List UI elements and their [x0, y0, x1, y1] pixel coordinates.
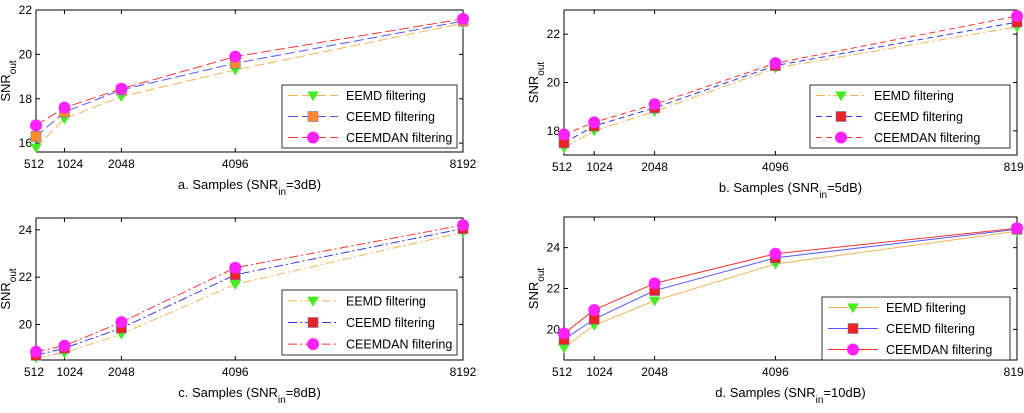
y-tick-label: 24 — [547, 241, 561, 255]
data-point — [58, 339, 71, 352]
legend-label: CEEMDAN filtering — [886, 343, 992, 357]
legend-marker — [847, 303, 859, 314]
y-tick-label: 22 — [19, 3, 33, 17]
chart-panel-c: 512 1024 2048 4096 8192 20 22 24 EEMD filtering C… — [0, 217, 477, 406]
chart-panel-b: 512 1024 2048 4096 8192 18 20 22 EEMD filtering C… — [526, 9, 1024, 201]
y-tick-label: 16 — [19, 136, 33, 150]
y-tick-label: 22 — [547, 27, 561, 41]
data-point — [30, 143, 42, 154]
y-tick-label: 18 — [19, 92, 33, 106]
legend-marker — [307, 91, 319, 102]
legend-marker — [835, 111, 847, 122]
legend-marker — [307, 338, 319, 351]
y-axis-label: SNRout — [526, 268, 547, 310]
legend-label: CEEMDAN filtering — [346, 131, 452, 145]
legend-label: CEEMDAN filtering — [346, 338, 452, 352]
legend-label: EEMD filtering — [346, 89, 426, 103]
y-tick-label: 24 — [19, 223, 33, 237]
data-point — [588, 116, 601, 129]
chart-panel-d: 512 1024 2048 4096 8192 20 22 24 EEMD filtering C… — [526, 216, 1024, 406]
data-point — [115, 82, 128, 95]
legend-marker — [307, 296, 319, 307]
series-line-2 — [563, 21, 1018, 144]
data-point — [229, 50, 242, 63]
x-axis-label: d. Samples (SNRin=10dB) — [715, 385, 866, 406]
x-tick-label: 1024 — [56, 365, 83, 379]
x-axis-label: c. Samples (SNRin=8dB) — [178, 385, 321, 406]
x-tick-label: 1024 — [586, 160, 613, 174]
x-tick-label: 1024 — [586, 365, 613, 379]
data-point — [558, 128, 570, 141]
x-tick-label: 2048 — [108, 157, 135, 171]
legend-label: CEEMD filtering — [346, 110, 435, 124]
legend-label: CEEMD filtering — [886, 322, 975, 336]
data-point — [457, 12, 469, 25]
data-point — [58, 101, 71, 114]
x-tick-label: 4096 — [762, 160, 789, 174]
y-tick-label: 20 — [547, 76, 561, 90]
legend-marker — [847, 323, 859, 334]
data-point — [769, 247, 782, 260]
data-point — [30, 345, 42, 358]
y-axis-label: SNRout — [0, 60, 19, 102]
data-point — [229, 261, 242, 274]
legend-marker — [835, 91, 847, 102]
legend-marker — [847, 343, 859, 356]
x-tick-label: 2048 — [641, 365, 668, 379]
x-tick-label: 2048 — [108, 365, 135, 379]
legend-marker — [307, 111, 319, 122]
x-tick-label: 8192 — [450, 365, 477, 379]
legend-label: CEEMDAN filtering — [874, 131, 980, 145]
x-tick-label: 4096 — [762, 365, 789, 379]
y-tick-label: 18 — [547, 124, 561, 138]
x-tick-label: 2048 — [641, 160, 668, 174]
data-point — [115, 316, 128, 329]
data-point — [769, 57, 782, 70]
y-tick-label: 20 — [19, 318, 33, 332]
y-tick-label: 20 — [19, 47, 33, 61]
data-point — [648, 98, 661, 111]
legend-marker — [835, 131, 847, 144]
data-point — [1011, 222, 1023, 235]
data-point — [588, 303, 601, 316]
data-point — [30, 131, 42, 142]
x-axis-label: a. Samples (SNRin=3dB) — [178, 177, 321, 198]
x-tick-label: 8192 — [450, 157, 477, 171]
data-point — [558, 327, 570, 340]
legend-marker — [307, 317, 319, 328]
legend-label: EEMD filtering — [346, 294, 426, 308]
data-point — [648, 277, 661, 290]
y-tick-label: 20 — [547, 322, 561, 336]
data-point — [229, 280, 242, 290]
y-tick-label: 22 — [547, 282, 561, 296]
legend: EEMD filtering CEEMD filtering CEEMDAN fil… — [821, 296, 1011, 361]
data-point — [1011, 10, 1023, 23]
chart-panel-a: 512 1024 2048 4096 8192 16 18 20 22 EEMD filterin… — [0, 3, 477, 198]
x-tick-label: 512 — [552, 160, 572, 174]
data-point — [648, 296, 661, 307]
x-tick-label: 512 — [24, 157, 44, 171]
legend: EEMD filtering CEEMD filtering CEEMDAN fil… — [281, 84, 458, 149]
legend: EEMD filtering CEEMD filtering CEEMDAN fil… — [281, 289, 458, 356]
data-point — [457, 219, 469, 232]
x-tick-label: 1024 — [56, 157, 83, 171]
x-tick-label: 512 — [24, 365, 44, 379]
legend-marker — [307, 131, 319, 144]
x-tick-label: 512 — [552, 365, 572, 379]
x-tick-label: 8192 — [1004, 160, 1024, 174]
x-tick-label: 4096 — [222, 157, 249, 171]
x-tick-label: 8192 — [1004, 365, 1024, 379]
legend-label: CEEMD filtering — [346, 316, 435, 330]
data-point — [30, 119, 42, 132]
x-tick-label: 4096 — [222, 365, 249, 379]
y-tick-label: 22 — [19, 270, 33, 284]
legend-label: EEMD filtering — [886, 301, 966, 315]
x-axis-label: b. Samples (SNRin=5dB) — [719, 180, 862, 201]
legend-label: CEEMD filtering — [874, 110, 963, 124]
legend: EEMD filtering CEEMD filtering CEEMDAN fil… — [809, 84, 1011, 149]
y-axis-label: SNRout — [0, 268, 19, 310]
legend-label: EEMD filtering — [874, 89, 954, 103]
y-axis-label: SNRout — [526, 62, 547, 104]
